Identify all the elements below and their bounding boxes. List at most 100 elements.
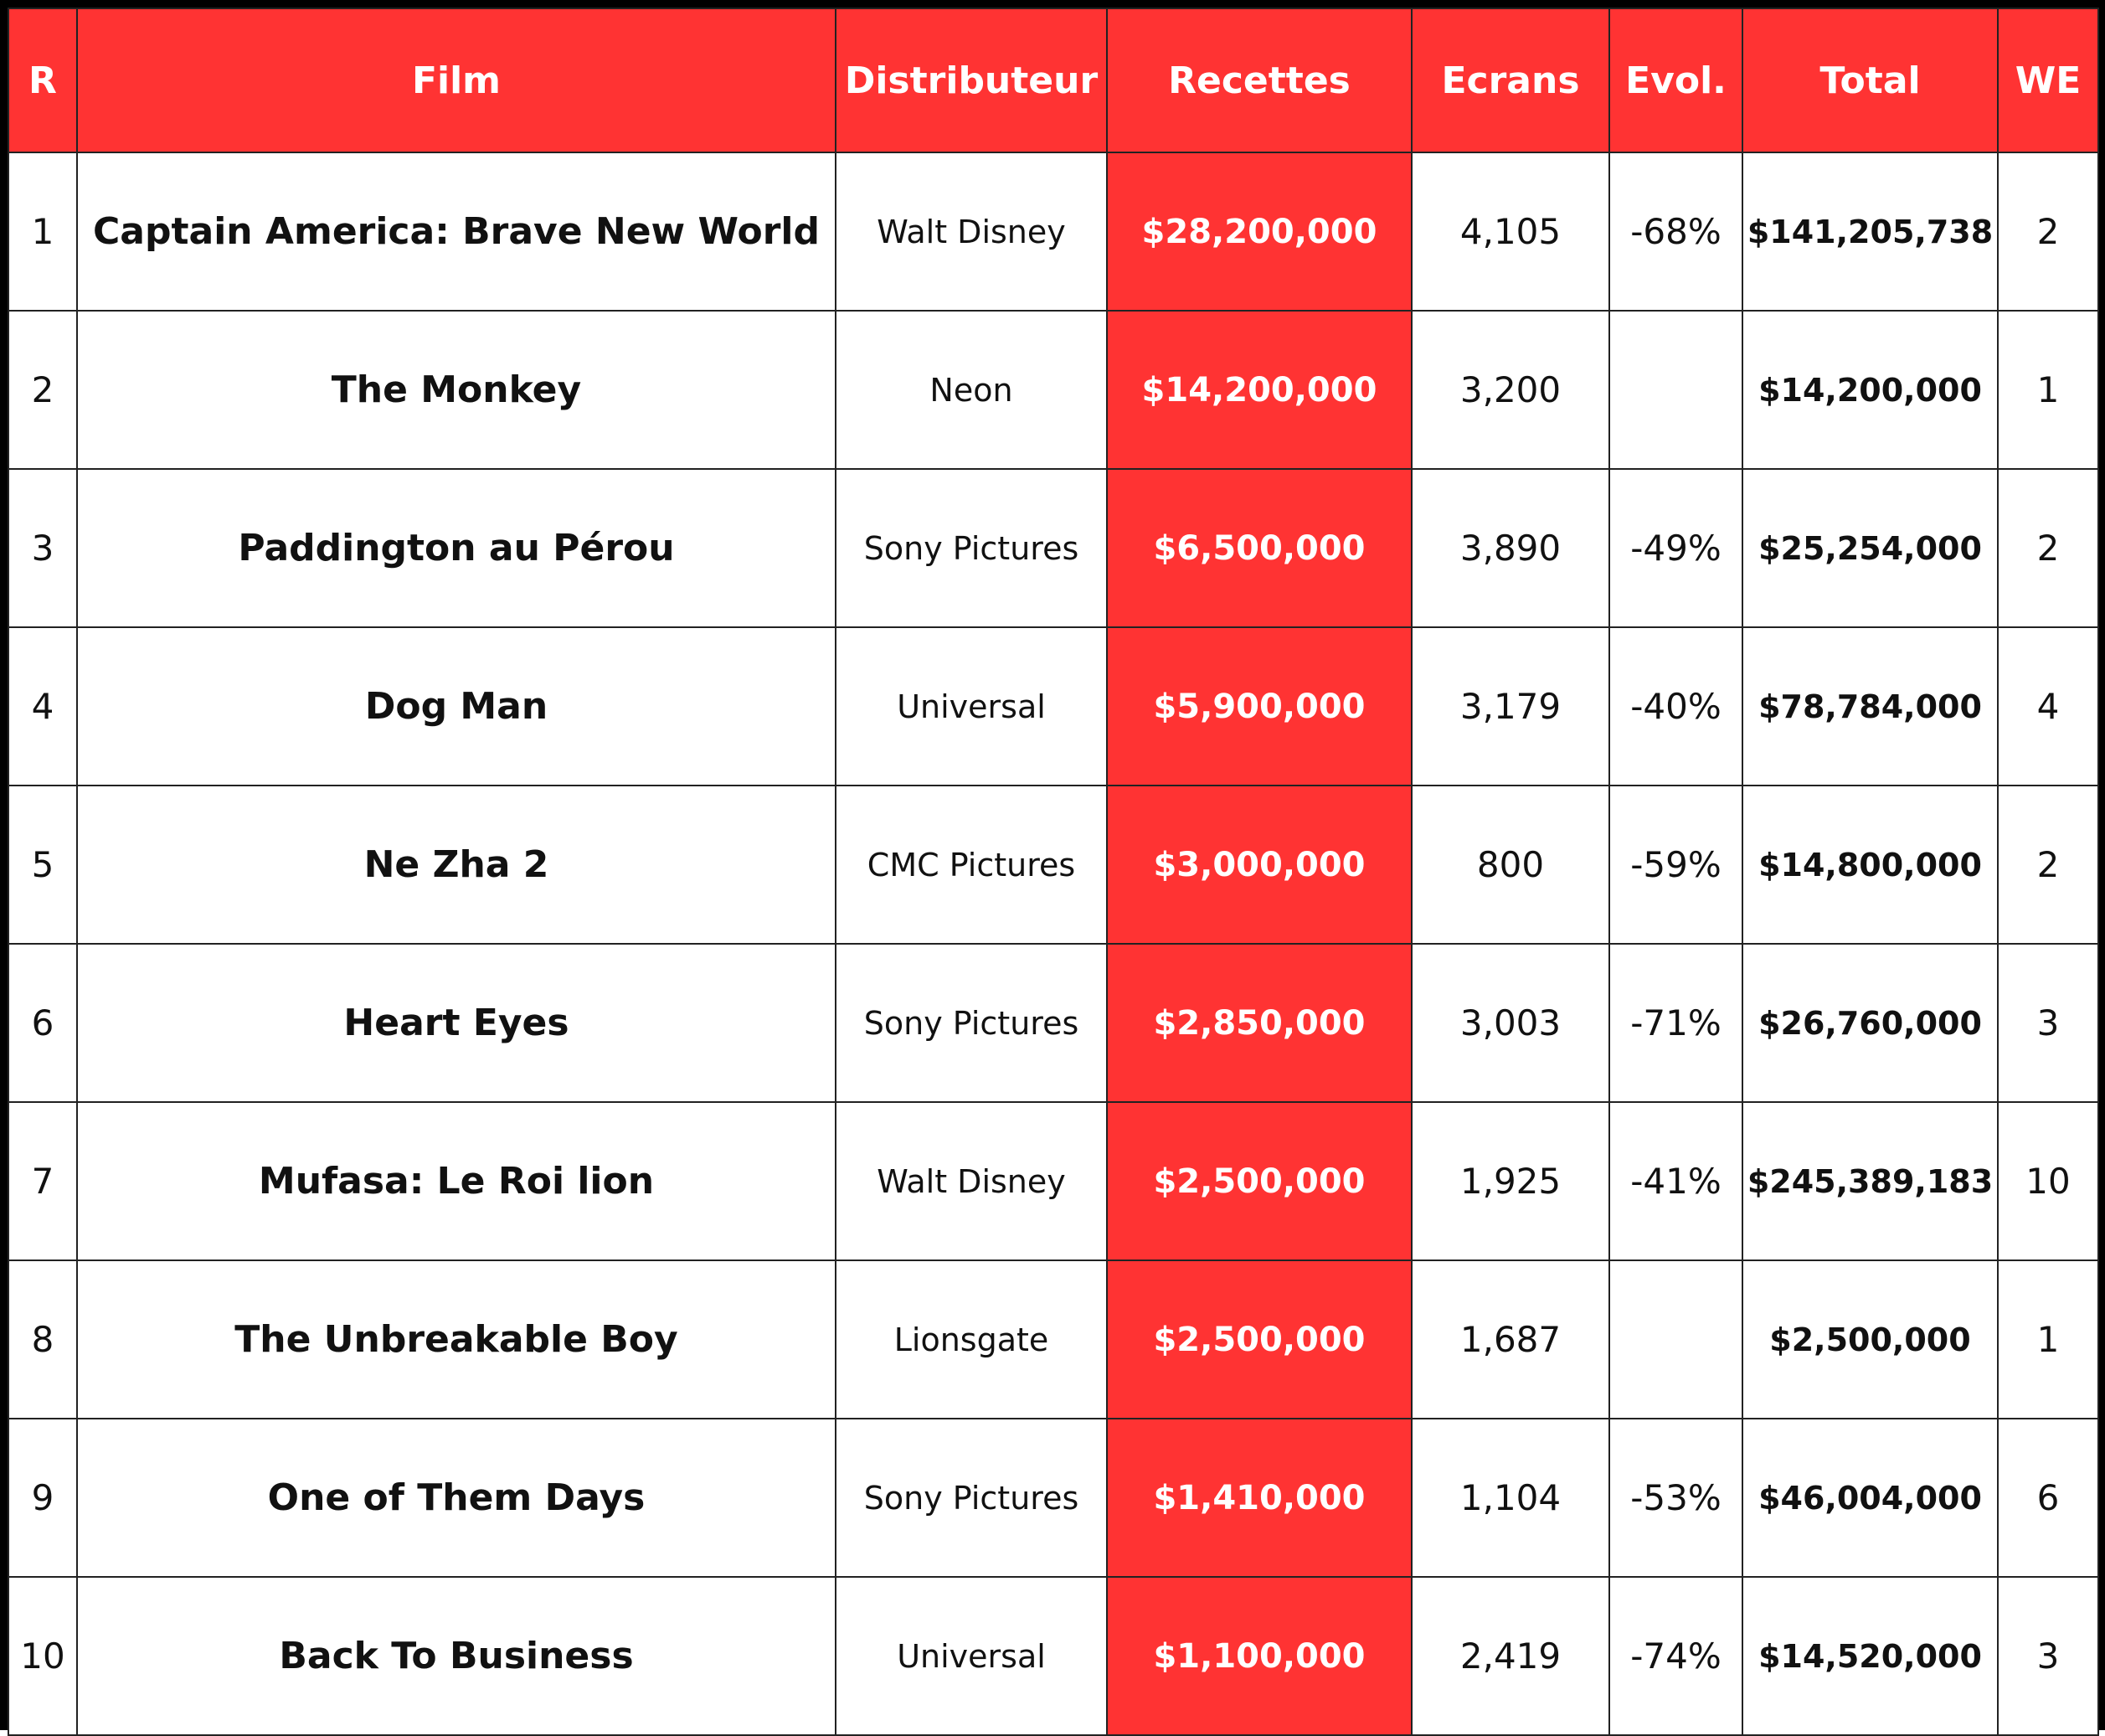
total-cell: $26,760,000 — [1742, 943, 1999, 1103]
column-header: WE — [1997, 8, 2099, 153]
column-header: R — [8, 8, 78, 153]
screens-cell: 800 — [1411, 785, 1610, 945]
weekend-cell: 1 — [1997, 1260, 2099, 1419]
rank-cell: 6 — [8, 943, 78, 1103]
rank-cell: 7 — [8, 1101, 78, 1261]
total-cell: $14,200,000 — [1742, 310, 1999, 470]
weekend-cell: 2 — [1997, 152, 2099, 312]
rank-cell: 8 — [8, 1260, 78, 1419]
change-cell: -49% — [1608, 468, 1743, 628]
distributor-cell: Lionsgate — [835, 1260, 1108, 1419]
rank-cell: 1 — [8, 152, 78, 312]
table-row: 5 Ne Zha 2 CMC Pictures $3,000,000 800 -59% $1… — [8, 785, 2099, 945]
table-row: 9 One of Them Days Sony Pictures $1,410,000… — [8, 1418, 2099, 1578]
column-header: Ecrans — [1411, 8, 1610, 153]
column-header: Film — [76, 8, 836, 153]
table-row: 4 Dog Man Universal $5,900,000 3,179 -40% $78,… — [8, 626, 2099, 786]
column-header: Total — [1742, 8, 1999, 153]
table-row: 6 Heart Eyes Sony Pictures $2,850,000 3,003-… — [8, 943, 2099, 1103]
total-cell: $46,004,000 — [1742, 1418, 1999, 1578]
distributor-cell: Sony Pictures — [835, 468, 1108, 628]
weekend-cell: 3 — [1997, 943, 2099, 1103]
screens-cell: 1,104 — [1411, 1418, 1610, 1578]
total-cell: $25,254,000 — [1742, 468, 1999, 628]
table-row: 3 Paddington au Pérou Sony Pictures $6,500,… — [8, 468, 2099, 628]
change-cell — [1608, 1260, 1743, 1419]
film-cell: The Monkey — [76, 310, 836, 470]
table-body: 1 Captain America: Brave New World Walt Di… — [8, 152, 2099, 1736]
film-cell: Paddington au Pérou — [76, 468, 836, 628]
change-cell: -41% — [1608, 1101, 1743, 1261]
rank-cell: 10 — [8, 1576, 78, 1736]
film-cell: One of Them Days — [76, 1418, 836, 1578]
rank-cell: 3 — [8, 468, 78, 628]
distributor-cell: Walt Disney — [835, 1101, 1108, 1261]
change-cell: -71% — [1608, 943, 1743, 1103]
distributor-cell: Sony Pictures — [835, 943, 1108, 1103]
change-cell: -68% — [1608, 152, 1743, 312]
revenue-cell: $2,850,000 — [1106, 943, 1413, 1103]
film-cell: Captain America: Brave New World — [76, 152, 836, 312]
distributor-cell: Sony Pictures — [835, 1418, 1108, 1578]
table-row: 1 Captain America: Brave New World Walt Di… — [8, 152, 2099, 312]
rank-cell: 9 — [8, 1418, 78, 1578]
table-row: 8 The Unbreakable Boy Lionsgate $2,500,000 1… — [8, 1260, 2099, 1419]
film-cell: The Unbreakable Boy — [76, 1260, 836, 1419]
box-office-table: R Film Distributeur Recettes Ecrans Evol. Tota… — [8, 8, 2099, 1736]
revenue-cell: $1,410,000 — [1106, 1418, 1413, 1578]
rank-cell: 4 — [8, 626, 78, 786]
screens-cell: 4,105 — [1411, 152, 1610, 312]
column-header: Distributeur — [835, 8, 1108, 153]
screens-cell: 3,003 — [1411, 943, 1610, 1103]
total-cell: $141,205,738 — [1742, 152, 1999, 312]
revenue-cell: $2,500,000 — [1106, 1101, 1413, 1261]
table-row: 7 Mufasa: Le Roi lion Walt Disney $2,500,00… — [8, 1101, 2099, 1261]
revenue-cell: $28,200,000 — [1106, 152, 1413, 312]
total-cell: $2,500,000 — [1742, 1260, 1999, 1419]
column-header: Evol. — [1608, 8, 1743, 153]
total-cell: $14,800,000 — [1742, 785, 1999, 945]
weekend-cell: 6 — [1997, 1418, 2099, 1578]
film-cell: Back To Business — [76, 1576, 836, 1736]
total-cell: $245,389,183 — [1742, 1101, 1999, 1261]
distributor-cell: Universal — [835, 626, 1108, 786]
screens-cell: 2,419 — [1411, 1576, 1610, 1736]
revenue-cell: $1,100,000 — [1106, 1576, 1413, 1736]
rank-cell: 5 — [8, 785, 78, 945]
screens-cell: 1,687 — [1411, 1260, 1610, 1419]
distributor-cell: CMC Pictures — [835, 785, 1108, 945]
column-header: Recettes — [1106, 8, 1413, 153]
weekend-cell: 10 — [1997, 1101, 2099, 1261]
change-cell: -40% — [1608, 626, 1743, 786]
film-cell: Dog Man — [76, 626, 836, 786]
film-cell: Mufasa: Le Roi lion — [76, 1101, 836, 1261]
distributor-cell: Walt Disney — [835, 152, 1108, 312]
rank-cell: 2 — [8, 310, 78, 470]
total-cell: $78,784,000 — [1742, 626, 1999, 786]
table-row: 10 Back To Business Universal $1,100,000 2,4… — [8, 1576, 2099, 1736]
header-row: R Film Distributeur Recettes Ecrans Evol. Tota… — [8, 8, 2099, 153]
weekend-cell: 2 — [1997, 468, 2099, 628]
revenue-cell: $3,000,000 — [1106, 785, 1413, 945]
screens-cell: 3,890 — [1411, 468, 1610, 628]
distributor-cell: Neon — [835, 310, 1108, 470]
film-cell: Heart Eyes — [76, 943, 836, 1103]
revenue-cell: $2,500,000 — [1106, 1260, 1413, 1419]
change-cell — [1608, 310, 1743, 470]
film-cell: Ne Zha 2 — [76, 785, 836, 945]
change-cell: -53% — [1608, 1418, 1743, 1578]
screens-cell: 3,200 — [1411, 310, 1610, 470]
weekend-cell: 2 — [1997, 785, 2099, 945]
change-cell: -74% — [1608, 1576, 1743, 1736]
screens-cell: 1,925 — [1411, 1101, 1610, 1261]
distributor-cell: Universal — [835, 1576, 1108, 1736]
revenue-cell: $14,200,000 — [1106, 310, 1413, 470]
revenue-cell: $6,500,000 — [1106, 468, 1413, 628]
weekend-cell: 1 — [1997, 310, 2099, 470]
total-cell: $14,520,000 — [1742, 1576, 1999, 1736]
weekend-cell: 4 — [1997, 626, 2099, 786]
screens-cell: 3,179 — [1411, 626, 1610, 786]
revenue-cell: $5,900,000 — [1106, 626, 1413, 786]
weekend-cell: 3 — [1997, 1576, 2099, 1736]
